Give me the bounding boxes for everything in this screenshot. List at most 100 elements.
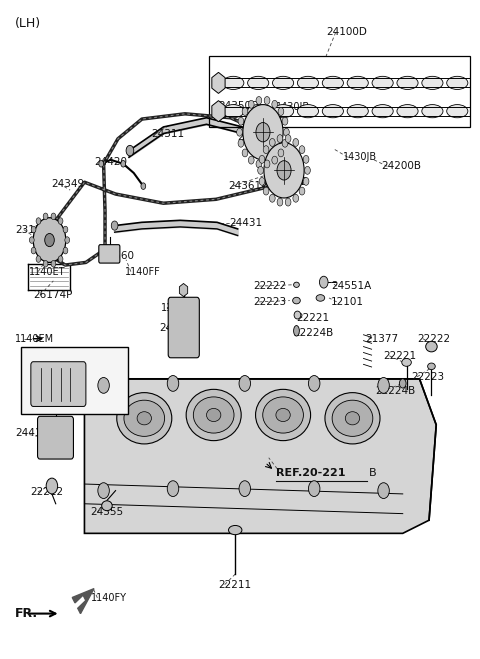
Circle shape (58, 256, 63, 262)
Text: 24431: 24431 (229, 218, 263, 228)
Circle shape (248, 156, 254, 164)
Text: 24350D: 24350D (218, 101, 260, 111)
Text: 22222: 22222 (253, 281, 287, 291)
Bar (21, 347, 129, 414)
Circle shape (167, 481, 179, 496)
Ellipse shape (193, 397, 234, 433)
Circle shape (242, 107, 248, 115)
Circle shape (277, 161, 291, 180)
Ellipse shape (294, 326, 300, 336)
Ellipse shape (298, 105, 319, 118)
Ellipse shape (137, 412, 152, 425)
Circle shape (31, 247, 36, 254)
Circle shape (46, 478, 58, 494)
Circle shape (121, 161, 126, 167)
Circle shape (239, 376, 251, 391)
Text: 24440A: 24440A (159, 322, 200, 333)
Text: 24560: 24560 (101, 251, 134, 261)
Bar (209, 56, 470, 127)
Text: 22223: 22223 (411, 372, 444, 382)
Text: 24355: 24355 (91, 507, 124, 517)
Ellipse shape (294, 282, 300, 287)
Circle shape (248, 100, 254, 108)
Circle shape (309, 481, 320, 496)
Ellipse shape (402, 358, 411, 366)
Text: 22222: 22222 (417, 333, 450, 344)
Ellipse shape (322, 105, 343, 118)
Text: 24200B: 24200B (381, 161, 421, 171)
Text: REF.20-221: REF.20-221 (276, 468, 346, 478)
Ellipse shape (248, 105, 269, 118)
Text: 1140FF: 1140FF (125, 267, 161, 277)
Text: B: B (369, 468, 377, 478)
Circle shape (263, 146, 269, 154)
Text: 1430JB: 1430JB (343, 152, 377, 162)
Text: 24349: 24349 (51, 179, 84, 188)
Ellipse shape (399, 379, 406, 388)
Circle shape (237, 129, 242, 136)
Circle shape (243, 105, 283, 160)
Ellipse shape (186, 389, 241, 441)
Circle shape (111, 221, 118, 230)
Ellipse shape (397, 76, 418, 90)
Ellipse shape (428, 363, 435, 370)
Text: 24361A: 24361A (228, 181, 268, 191)
Circle shape (320, 276, 328, 288)
Text: 22221: 22221 (384, 351, 417, 361)
Ellipse shape (255, 389, 311, 441)
Text: 21377: 21377 (365, 333, 398, 344)
Circle shape (278, 107, 284, 115)
Circle shape (299, 187, 305, 195)
Circle shape (263, 187, 269, 195)
Text: 24420: 24420 (94, 158, 127, 167)
Text: 22211: 22211 (218, 580, 252, 590)
Circle shape (282, 139, 288, 147)
Circle shape (238, 117, 244, 125)
Circle shape (238, 139, 244, 147)
Circle shape (63, 226, 68, 233)
Circle shape (51, 213, 56, 219)
Ellipse shape (422, 105, 443, 118)
Ellipse shape (228, 525, 242, 534)
Circle shape (278, 149, 284, 157)
Text: 24551A: 24551A (331, 281, 371, 291)
Circle shape (98, 378, 109, 393)
Text: 22224B: 22224B (294, 328, 334, 339)
Circle shape (277, 134, 283, 142)
Circle shape (264, 160, 270, 168)
Ellipse shape (422, 76, 443, 90)
Circle shape (242, 149, 248, 157)
Text: 24410B: 24410B (15, 428, 55, 438)
Text: 1140ET: 1140ET (29, 267, 66, 277)
Ellipse shape (447, 105, 468, 118)
Ellipse shape (102, 501, 112, 511)
Circle shape (282, 117, 288, 125)
Ellipse shape (294, 311, 301, 319)
Circle shape (36, 217, 41, 224)
Circle shape (256, 160, 262, 168)
Ellipse shape (397, 105, 418, 118)
Ellipse shape (426, 341, 437, 352)
Text: (LH): (LH) (15, 17, 41, 30)
Ellipse shape (345, 412, 360, 425)
Text: 24100D: 24100D (326, 27, 367, 38)
Circle shape (98, 483, 109, 498)
Circle shape (43, 260, 48, 267)
Ellipse shape (316, 295, 324, 301)
Ellipse shape (273, 105, 294, 118)
Ellipse shape (223, 105, 244, 118)
Circle shape (303, 156, 309, 163)
Circle shape (63, 247, 68, 254)
Circle shape (141, 183, 146, 189)
Ellipse shape (273, 76, 294, 90)
Ellipse shape (322, 76, 343, 90)
Circle shape (378, 483, 389, 498)
Ellipse shape (223, 76, 244, 90)
Ellipse shape (206, 409, 221, 422)
Ellipse shape (372, 76, 393, 90)
Circle shape (256, 96, 262, 104)
Ellipse shape (293, 297, 300, 304)
Text: 22221: 22221 (297, 312, 330, 323)
Ellipse shape (248, 76, 269, 90)
Circle shape (29, 237, 34, 243)
